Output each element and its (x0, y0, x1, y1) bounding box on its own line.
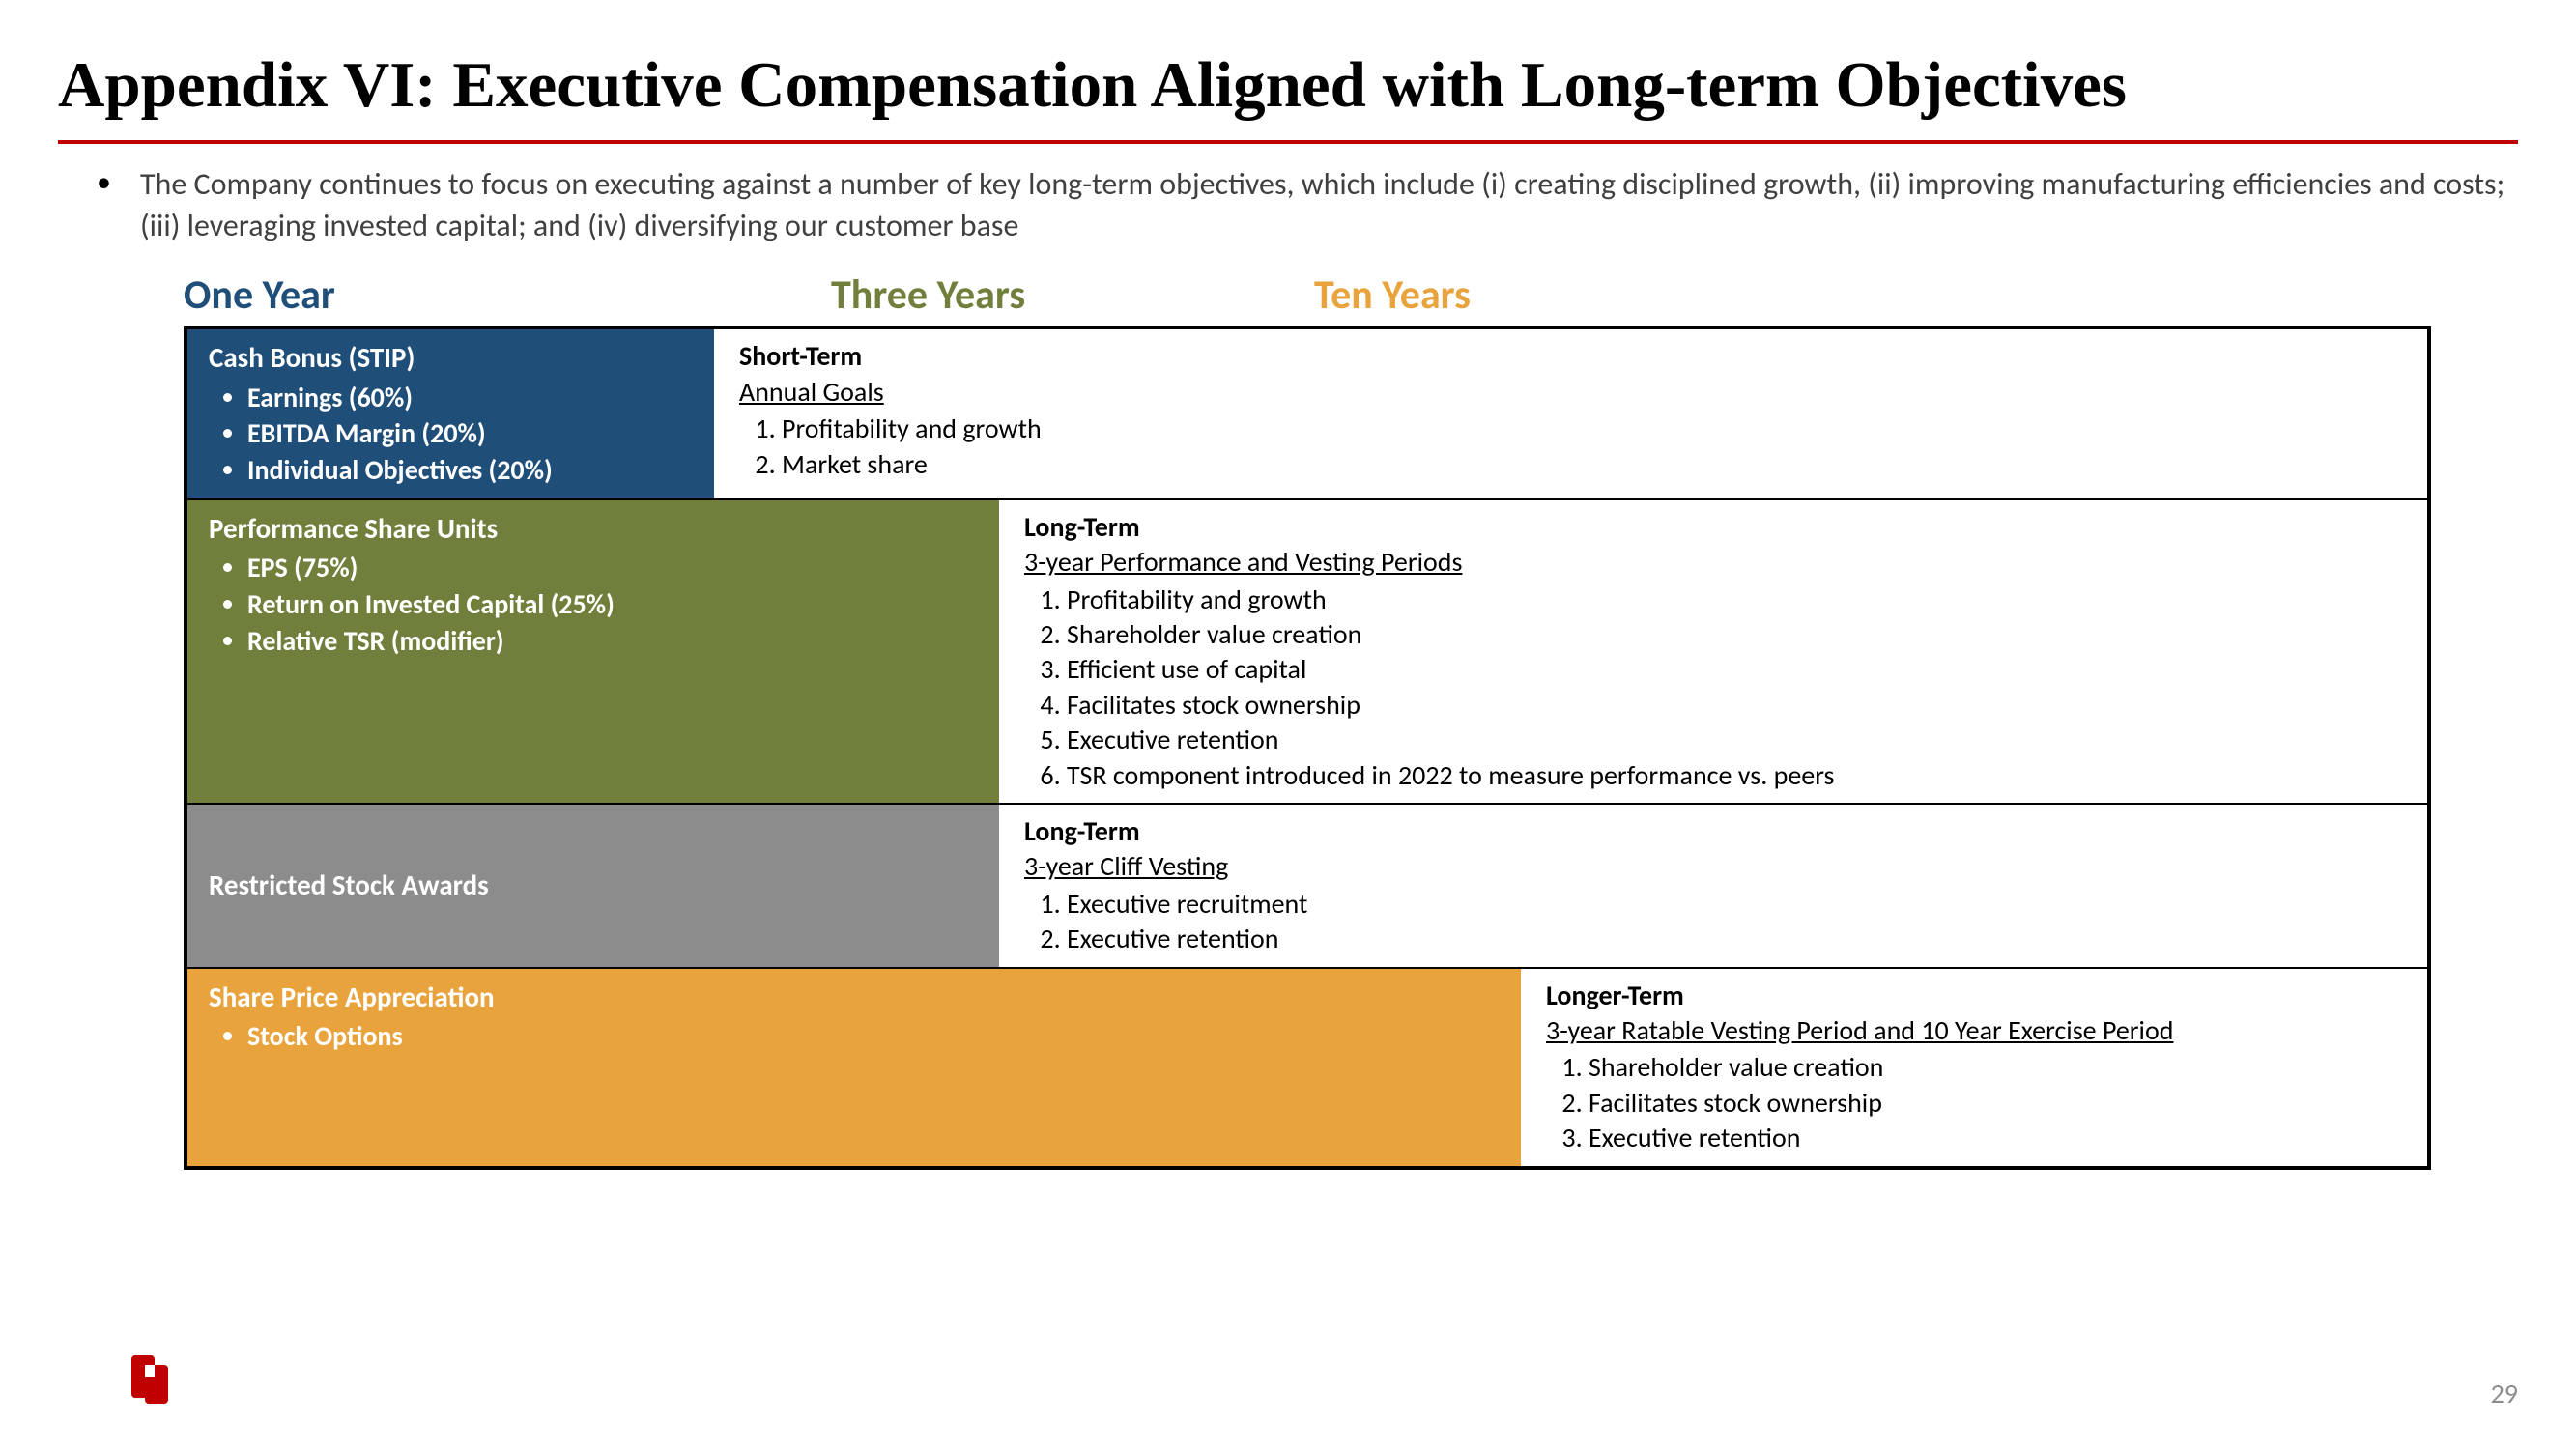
row-right-list: Profitability and growth Shareholder val… (1024, 582, 2408, 793)
list-item: Return on Invested Capital (25%) (247, 586, 982, 623)
time-headers: One Year Three Years Ten Years (58, 270, 2518, 320)
title-rule (58, 140, 2518, 144)
table-row: Restricted Stock Awards Long-Term 3-year… (187, 805, 2427, 969)
header-ten-years: Ten Years (1314, 270, 1471, 320)
bullet-icon: • (97, 163, 111, 201)
row-left: Share Price Appreciation Stock Options (187, 969, 1521, 1166)
list-item: Executive recruitment (1067, 887, 2408, 922)
row-left-list: Stock Options (209, 1018, 1503, 1055)
row-right: Long-Term 3-year Cliff Vesting Executive… (999, 805, 2427, 967)
list-item: Efficient use of capital (1067, 652, 2408, 687)
list-item: Executive retention (1067, 922, 2408, 956)
row-left: Restricted Stock Awards (187, 805, 999, 967)
intro-text: The Company continues to focus on execut… (140, 163, 2518, 246)
intro-row: • The Company continues to focus on exec… (58, 163, 2518, 246)
table-row: Share Price Appreciation Stock Options L… (187, 969, 2427, 1166)
row-right-subtitle: 3-year Cliff Vesting (1024, 849, 2408, 884)
row-right-list: Shareholder value creation Facilitates s… (1546, 1050, 2408, 1155)
list-item: Executive retention (1067, 723, 2408, 757)
row-right-title: Long-Term (1024, 814, 2408, 849)
row-left-list: Earnings (60%) EBITDA Margin (20%) Indiv… (209, 380, 697, 489)
row-right-title: Short-Term (739, 339, 2408, 374)
row-right-subtitle: 3-year Ratable Vesting Period and 10 Yea… (1546, 1013, 2408, 1048)
header-three-years: Three Years (831, 270, 1314, 320)
list-item: Earnings (60%) (247, 380, 697, 416)
row-right: Long-Term 3-year Performance and Vesting… (999, 500, 2427, 803)
footer: 29 (126, 1348, 2518, 1410)
row-left-title: Restricted Stock Awards (209, 867, 489, 904)
row-left-list: EPS (75%) Return on Invested Capital (25… (209, 550, 982, 659)
row-left-title: Performance Share Units (209, 510, 982, 548)
list-item: EBITDA Margin (20%) (247, 415, 697, 452)
list-item: Stock Options (247, 1018, 1503, 1055)
header-one-year: One Year (184, 270, 831, 320)
list-item: TSR component introduced in 2022 to meas… (1067, 758, 2408, 793)
row-right-title: Longer-Term (1546, 979, 2408, 1013)
page-title: Appendix VI: Executive Compensation Alig… (58, 48, 2518, 123)
list-item: Profitability and growth (1067, 582, 2408, 617)
list-item: Profitability and growth (782, 412, 2408, 446)
row-right-list: Executive recruitment Executive retentio… (1024, 887, 2408, 957)
row-right-subtitle: Annual Goals (739, 375, 2408, 410)
list-item: EPS (75%) (247, 550, 982, 586)
row-left: Cash Bonus (STIP) Earnings (60%) EBITDA … (187, 329, 714, 498)
row-left-title: Cash Bonus (STIP) (209, 339, 697, 377)
table-row: Cash Bonus (STIP) Earnings (60%) EBITDA … (187, 329, 2427, 500)
row-right: Short-Term Annual Goals Profitability an… (714, 329, 2427, 498)
list-item: Shareholder value creation (1067, 617, 2408, 652)
list-item: Market share (782, 447, 2408, 482)
row-right-list: Profitability and growth Market share (739, 412, 2408, 482)
list-item: Executive retention (1589, 1121, 2408, 1155)
row-right: Longer-Term 3-year Ratable Vesting Perio… (1521, 969, 2427, 1166)
list-item: Facilitates stock ownership (1589, 1086, 2408, 1121)
page-number: 29 (2491, 1377, 2518, 1410)
list-item: Individual Objectives (20%) (247, 452, 697, 489)
table-row: Performance Share Units EPS (75%) Return… (187, 500, 2427, 805)
company-logo-icon (126, 1348, 184, 1410)
row-right-title: Long-Term (1024, 510, 2408, 545)
row-left-title: Share Price Appreciation (209, 979, 1503, 1016)
row-right-subtitle: 3-year Performance and Vesting Periods (1024, 545, 2408, 580)
list-item: Facilitates stock ownership (1067, 688, 2408, 723)
compensation-table: Cash Bonus (STIP) Earnings (60%) EBITDA … (184, 326, 2431, 1169)
list-item: Relative TSR (modifier) (247, 623, 982, 660)
list-item: Shareholder value creation (1589, 1050, 2408, 1085)
row-left: Performance Share Units EPS (75%) Return… (187, 500, 999, 803)
